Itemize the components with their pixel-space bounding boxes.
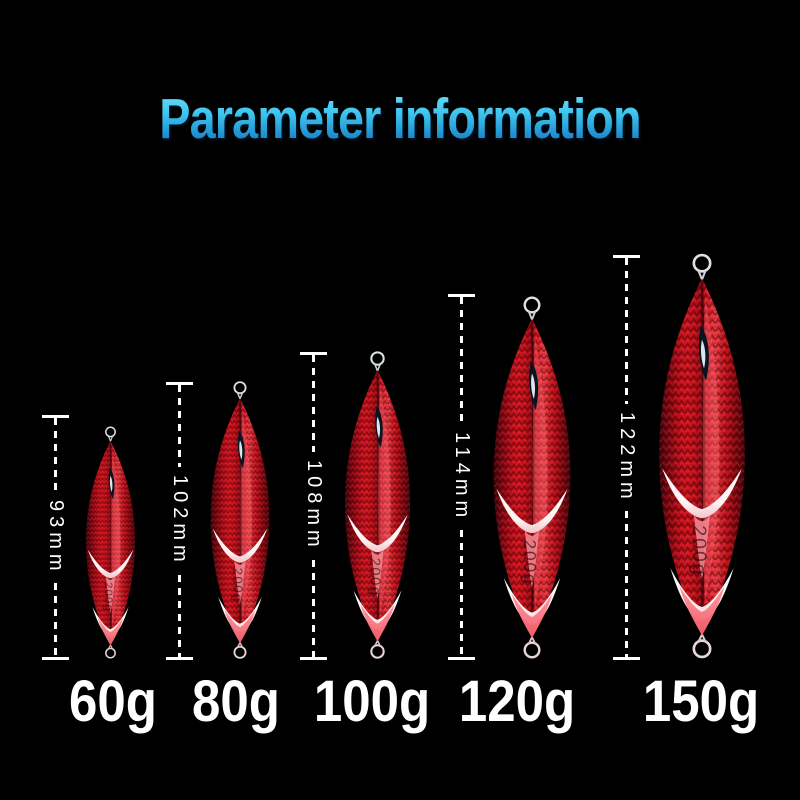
- ruler-dashes: [312, 559, 315, 658]
- ruler-dashes: [54, 583, 57, 658]
- weight-label: 150g: [642, 669, 760, 734]
- ruler-cap-bottom: [613, 657, 640, 661]
- weight-label: 120g: [458, 669, 576, 734]
- jig-photo-80g: [209, 381, 271, 659]
- ruler-dashes: [460, 530, 463, 657]
- jig-photo-120g: [492, 296, 572, 659]
- ruler-dashes: [178, 385, 181, 468]
- length-label: 93mm: [45, 499, 67, 576]
- ruler-cap-bottom: [42, 657, 69, 661]
- length-label: 102mm: [169, 475, 191, 567]
- page-title: Parameter information: [72, 86, 728, 152]
- length-ruler: 108mm: [300, 352, 327, 661]
- length-ruler: 114mm: [448, 294, 475, 660]
- weight-label: 80g: [192, 669, 280, 734]
- ruler-dashes: [625, 258, 628, 404]
- jig-column-60g: 93mm: [42, 415, 138, 661]
- ruler-cap-top: [166, 382, 193, 385]
- ruler-cap-bottom: [166, 657, 193, 661]
- ruler-cap-top: [300, 352, 327, 355]
- length-ruler: 102mm: [166, 382, 193, 661]
- jig-column-150g: 122mm: [613, 252, 750, 661]
- length-label: 108mm: [303, 460, 325, 552]
- weight-label: 60g: [69, 669, 157, 734]
- ruler-cap-top: [448, 294, 475, 297]
- ruler-cap-bottom: [448, 657, 475, 660]
- length-label: 114mm: [451, 431, 473, 523]
- ruler-dashes: [178, 574, 181, 658]
- ruler-dashes: [312, 355, 315, 453]
- jig-column-80g: 102mm: [166, 380, 273, 661]
- ruler-cap-bottom: [300, 657, 327, 661]
- length-label: 122mm: [616, 411, 638, 504]
- ruler-cap-top: [613, 255, 640, 258]
- ruler-cap-top: [42, 415, 69, 418]
- ruler-dashes: [625, 511, 628, 658]
- ruler-dashes: [54, 418, 57, 492]
- jig-photo-60g: [85, 426, 136, 659]
- jig-photo-100g: [343, 351, 412, 659]
- jig-photo-150g: [657, 253, 747, 659]
- length-ruler: 122mm: [613, 255, 640, 661]
- jig-column-120g: 114mm: [448, 294, 575, 660]
- weight-label: 100g: [313, 669, 431, 734]
- jig-column-100g: 108mm: [300, 350, 414, 661]
- length-ruler: 93mm: [42, 415, 69, 661]
- ruler-dashes: [460, 297, 463, 424]
